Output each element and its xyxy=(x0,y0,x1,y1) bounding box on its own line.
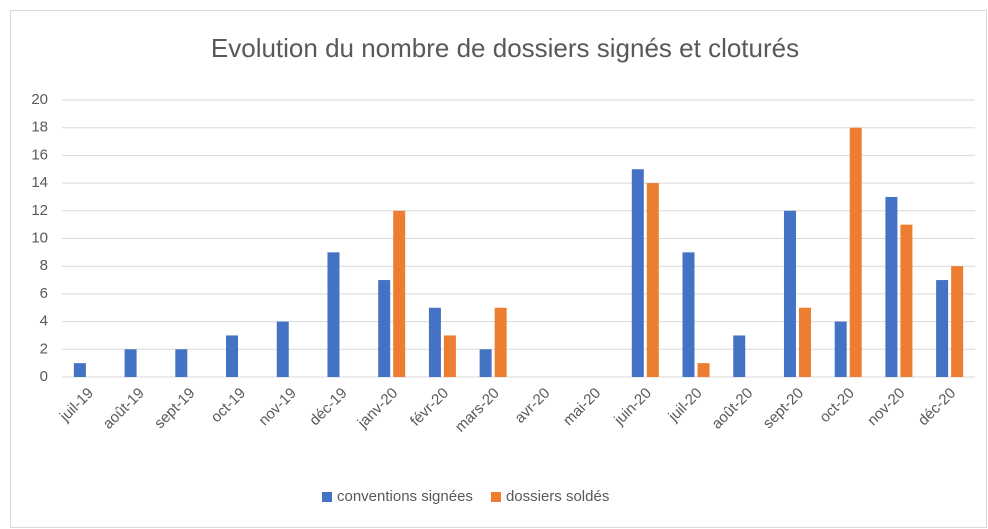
legend-swatch xyxy=(322,492,332,502)
chart-border xyxy=(10,10,987,528)
bar xyxy=(646,183,659,377)
bar xyxy=(124,349,137,377)
bar xyxy=(631,169,644,377)
y-tick-label: 4 xyxy=(40,313,48,330)
y-tick-label: 10 xyxy=(31,229,48,246)
y-tick-label: 20 xyxy=(31,91,48,108)
bar xyxy=(276,321,289,377)
bar xyxy=(226,335,239,377)
y-tick-label: 0 xyxy=(40,368,48,385)
bar xyxy=(885,196,898,377)
bar xyxy=(936,280,949,377)
legend-label: conventions signées xyxy=(337,488,473,505)
bar xyxy=(327,252,340,377)
bar xyxy=(798,307,811,377)
bar xyxy=(682,252,695,377)
bar xyxy=(393,210,406,377)
bar xyxy=(428,307,441,377)
y-tick-label: 6 xyxy=(40,285,48,302)
bar xyxy=(900,224,913,377)
y-tick-label: 8 xyxy=(40,257,48,274)
chart-title: Evolution du nombre de dossiers signés e… xyxy=(211,33,799,63)
bar xyxy=(479,349,492,377)
bar xyxy=(73,363,86,377)
bar xyxy=(443,335,456,377)
bar xyxy=(733,335,746,377)
y-tick-label: 18 xyxy=(31,119,48,136)
y-tick-label: 2 xyxy=(40,340,48,357)
legend-swatch xyxy=(490,492,501,502)
bar xyxy=(849,127,862,377)
bar xyxy=(494,307,507,377)
bar xyxy=(697,363,710,377)
bar xyxy=(378,280,391,377)
legend-label: dossiers soldés xyxy=(506,488,609,505)
y-tick-label: 14 xyxy=(31,174,48,191)
y-tick-label: 16 xyxy=(31,146,48,163)
y-tick-label: 12 xyxy=(31,202,48,219)
bar xyxy=(175,349,188,377)
bar xyxy=(783,210,796,377)
bar xyxy=(951,266,964,377)
bar xyxy=(834,321,847,377)
